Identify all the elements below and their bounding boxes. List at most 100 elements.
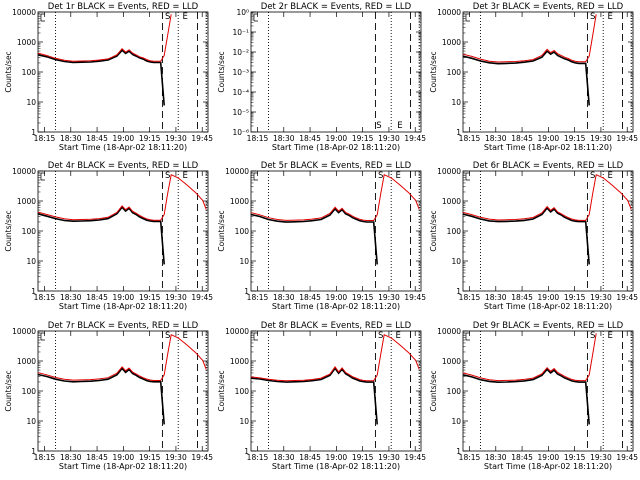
- y-tick-label: 1: [456, 287, 461, 296]
- y-tick-label: 1: [244, 287, 249, 296]
- x-tick-label: 19:45: [616, 134, 638, 143]
- y-tick-label: 1: [31, 287, 36, 296]
- x-tick-label: 19:30: [165, 134, 187, 143]
- y-tick-label: 1000: [230, 357, 249, 366]
- series-line-lld: [462, 333, 597, 382]
- x-tick-label: 19:45: [616, 293, 638, 302]
- y-tick-label: 1: [31, 128, 36, 137]
- y-tick-label: 10000: [12, 327, 36, 336]
- x-tick-label: 19:30: [590, 453, 612, 462]
- x-tick-label: 19:45: [404, 453, 426, 462]
- x-tick-label: 18:45: [299, 134, 321, 143]
- x-tick-label: 19:30: [590, 293, 612, 302]
- x-axis-label: Start Time (18-Apr-02 18:11:20): [484, 143, 612, 152]
- x-tick-label: 18:30: [273, 134, 295, 143]
- left-bracket-marker: [253, 172, 258, 181]
- marker-label: E: [183, 171, 188, 181]
- y-tick-label: 1: [31, 447, 36, 456]
- left-bracket-marker: [253, 13, 258, 22]
- y-tick-label: 10⁻³: [232, 68, 249, 77]
- marker-label: S: [378, 171, 383, 181]
- chart-title: Det 3r BLACK = Events, RED = LLD: [473, 2, 624, 12]
- x-axis-label: Start Time (18-Apr-02 18:11:20): [272, 462, 400, 471]
- marker-label: E: [183, 331, 188, 341]
- left-bracket-marker: [465, 332, 470, 341]
- x-tick-label: 18:30: [485, 134, 507, 143]
- x-axis-label: Start Time (18-Apr-02 18:11:20): [59, 462, 187, 471]
- y-tick-label: 1000: [17, 38, 36, 47]
- x-tick-label: 19:00: [113, 134, 135, 143]
- y-axis-label: Counts/sec: [4, 370, 13, 411]
- y-tick-label: 10: [239, 257, 249, 266]
- chart-panel-8: Det 8r BLACK = Events, RED = LLD 1 10 100 10…: [217, 321, 426, 471]
- y-tick-label: 10⁻¹: [232, 28, 249, 37]
- chart-panel-6: Det 6r BLACK = Events, RED = LLD 1 10 100 10…: [429, 161, 638, 311]
- x-tick-label: 19:30: [590, 134, 612, 143]
- x-tick-label: 19:30: [165, 293, 187, 302]
- x-tick-label: 19:00: [113, 293, 135, 302]
- y-axis-label: Counts/sec: [4, 210, 13, 251]
- x-tick-label: 18:15: [34, 293, 56, 302]
- x-tick-label: 18:15: [34, 453, 56, 462]
- chart-title: Det 1r BLACK = Events, RED = LLD: [48, 2, 199, 12]
- plot-frame: [462, 170, 634, 292]
- y-tick-label: 10: [451, 417, 461, 426]
- x-tick-label: 19:15: [352, 453, 374, 462]
- marker-label: E: [608, 12, 613, 22]
- left-bracket-marker: [465, 13, 470, 22]
- y-tick-label: 10000: [12, 167, 36, 176]
- x-tick-label: 19:15: [139, 293, 161, 302]
- series-line-events: [37, 206, 165, 265]
- x-tick-label: 18:45: [511, 134, 533, 143]
- x-tick-label: 18:30: [273, 453, 295, 462]
- x-tick-label: 19:45: [404, 134, 426, 143]
- x-tick-label: 18:45: [299, 453, 321, 462]
- x-tick-label: 19:45: [191, 293, 213, 302]
- y-tick-label: 1000: [442, 38, 461, 47]
- chart-title: Det 8r BLACK = Events, RED = LLD: [261, 321, 412, 331]
- x-axis-label: Start Time (18-Apr-02 18:11:20): [59, 302, 187, 311]
- y-axis-label: Counts/sec: [429, 210, 438, 251]
- chart-panel-4: Det 4r BLACK = Events, RED = LLD 1 10 100 10…: [4, 161, 213, 311]
- x-tick-label: 18:45: [511, 293, 533, 302]
- y-tick-label: 10: [26, 417, 36, 426]
- chart-panel-2: Det 2r BLACK = Events, RED = LLD 10⁻⁶ 10⁻⁵…: [217, 2, 426, 152]
- x-tick-label: 19:30: [378, 453, 400, 462]
- x-tick-label: 18:15: [247, 293, 269, 302]
- y-tick-label: 10000: [12, 8, 36, 17]
- x-tick-label: 18:15: [459, 453, 481, 462]
- series-line-events: [37, 49, 165, 106]
- x-tick-label: 18:45: [511, 453, 533, 462]
- marker-label: S: [590, 171, 595, 181]
- x-tick-label: 18:15: [247, 453, 269, 462]
- chart-panel-9: Det 9r BLACK = Events, RED = LLD 1 10 100 10…: [429, 321, 638, 471]
- series-line-lld: [37, 173, 207, 221]
- chart-title: Det 2r BLACK = Events, RED = LLD: [261, 2, 412, 12]
- y-tick-label: 10000: [225, 327, 249, 336]
- series-line-events: [250, 367, 378, 425]
- marker-label: E: [608, 331, 613, 341]
- y-axis-label: Counts/sec: [217, 370, 226, 411]
- y-tick-label: 10⁻⁴: [232, 88, 249, 97]
- x-tick-label: 18:45: [86, 453, 108, 462]
- x-tick-label: 19:45: [404, 293, 426, 302]
- plot-frame: [250, 170, 422, 292]
- x-tick-label: 19:00: [113, 453, 135, 462]
- x-tick-label: 18:30: [60, 134, 82, 143]
- chart-title: Det 7r BLACK = Events, RED = LLD: [48, 321, 199, 331]
- plot-frame: [37, 170, 209, 292]
- chart-title: Det 9r BLACK = Events, RED = LLD: [473, 321, 624, 331]
- series-line-lld: [37, 14, 172, 62]
- chart-panel-1: Det 1r BLACK = Events, RED = LLD 1 10 100 10…: [4, 2, 213, 152]
- plot-frame: [462, 330, 634, 452]
- x-tick-label: 19:00: [538, 134, 560, 143]
- x-tick-label: 19:00: [538, 453, 560, 462]
- series-line-events: [462, 206, 590, 265]
- x-tick-label: 19:00: [538, 293, 560, 302]
- marker-label: E: [183, 12, 188, 22]
- marker-label: E: [397, 121, 402, 131]
- y-tick-label: 100: [22, 387, 37, 396]
- y-tick-label: 1: [456, 128, 461, 137]
- x-tick-label: 19:45: [191, 453, 213, 462]
